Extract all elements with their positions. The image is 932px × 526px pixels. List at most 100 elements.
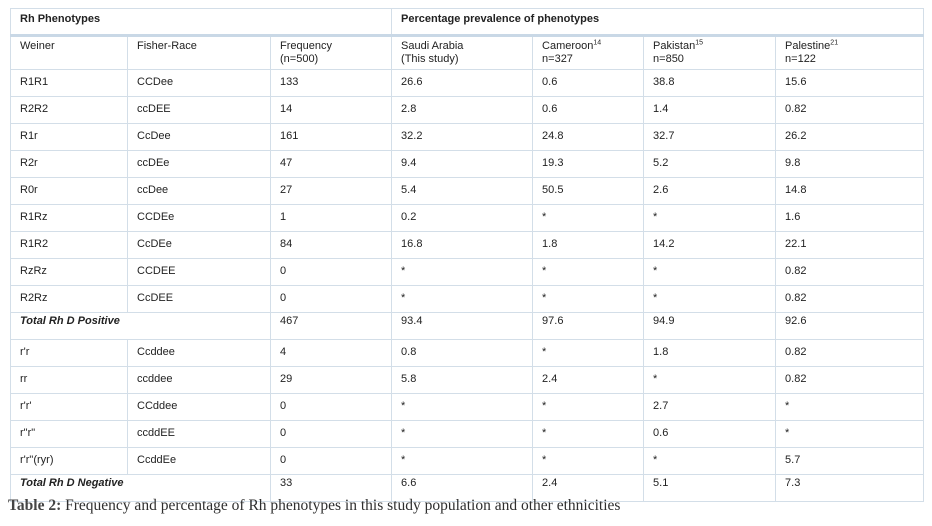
table-row: R1Rz CCDEe 1 0.2 * * 1.6 — [10, 204, 925, 232]
table-cell: 1.8 — [532, 231, 645, 259]
table-cell: * — [532, 285, 645, 313]
group-header-percentage-prevalence: Percentage prevalence of phenotypes — [391, 8, 925, 36]
table-cell: 0.6 — [532, 96, 645, 124]
total-row: Total Rh D Negative 33 6.6 2.4 5.1 7.3 — [10, 474, 925, 502]
table-cell: ccDee — [127, 177, 271, 205]
table-cell: * — [391, 420, 534, 448]
table-cell: 84 — [269, 231, 393, 259]
column-header-sublabel: n=327 — [542, 53, 573, 65]
table-cell: 0.82 — [775, 285, 925, 313]
table-cell: 5.2 — [643, 150, 777, 178]
table-cell: 4 — [269, 339, 393, 367]
table-cell: * — [775, 420, 925, 448]
table-cell: * — [391, 447, 534, 475]
column-header-sublabel: n=122 — [785, 53, 816, 65]
table-row: R2R2 ccDEE 14 2.8 0.6 1.4 0.82 — [10, 96, 925, 124]
column-header-fisher-race: Fisher-Race — [127, 35, 271, 70]
table-cell: 5.7 — [775, 447, 925, 475]
table-cell: 0 — [269, 285, 393, 313]
column-header-sublabel: (n=500) — [280, 53, 319, 65]
table-row: r"r" ccddEE 0 * * 0.6 * — [10, 420, 925, 448]
table-cell: R1R2 — [10, 231, 128, 259]
table-cell: CcddEe — [127, 447, 271, 475]
table-cell: 2.4 — [532, 474, 645, 502]
total-label: Total Rh D Positive — [10, 312, 271, 340]
table-cell: r'r' — [10, 393, 128, 421]
table-row: R2Rz CcDEE 0 * * * 0.82 — [10, 285, 925, 313]
table-cell: 0 — [269, 393, 393, 421]
table-cell: 0.8 — [391, 339, 534, 367]
table-cell: 467 — [269, 312, 393, 340]
table-cell: 97.6 — [532, 312, 645, 340]
table-cell: rr — [10, 366, 128, 394]
column-header-sublabel: n=850 — [653, 53, 684, 65]
table-cell: 9.4 — [391, 150, 534, 178]
table-cell: R2Rz — [10, 285, 128, 313]
column-header-cameroon: Cameroon14 n=327 — [532, 35, 645, 70]
table-cell: 93.4 — [391, 312, 534, 340]
column-header-label: Saudi Arabia — [401, 40, 464, 52]
table-cell: 32.7 — [643, 123, 777, 151]
table-cell: 2.7 — [643, 393, 777, 421]
table-cell: ccddEE — [127, 420, 271, 448]
table-cell: 14 — [269, 96, 393, 124]
table-cell: 0 — [269, 420, 393, 448]
table-cell: 26.2 — [775, 123, 925, 151]
column-header-saudi-arabia: Saudi Arabia (This study) — [391, 35, 534, 70]
table-cell: 0.82 — [775, 96, 925, 124]
total-row: Total Rh D Positive 467 93.4 97.6 94.9 92.6 — [10, 312, 925, 340]
table-cell: 0.6 — [643, 420, 777, 448]
table-cell: CCDEE — [127, 258, 271, 286]
table-cell: R1r — [10, 123, 128, 151]
table-cell: 0 — [269, 258, 393, 286]
table-cell: 50.5 — [532, 177, 645, 205]
table-cell: 92.6 — [775, 312, 925, 340]
table-cell: 5.4 — [391, 177, 534, 205]
table-cell: 32.2 — [391, 123, 534, 151]
table-cell: * — [643, 285, 777, 313]
column-header-pakistan: Pakistan15 n=850 — [643, 35, 777, 70]
table-cell: CcDEE — [127, 285, 271, 313]
table-row: R1R2 CcDEe 84 16.8 1.8 14.2 22.1 — [10, 231, 925, 259]
column-header-weiner: Weiner — [10, 35, 128, 70]
table-cell: 38.8 — [643, 69, 777, 97]
table-cell: 19.3 — [532, 150, 645, 178]
total-label: Total Rh D Negative — [10, 474, 271, 502]
table-cell: * — [391, 258, 534, 286]
table-cell: r"r" — [10, 420, 128, 448]
table-cell: ccDEe — [127, 150, 271, 178]
table-cell: 1 — [269, 204, 393, 232]
column-header-label: Weiner — [20, 40, 55, 52]
table-cell: R2r — [10, 150, 128, 178]
table-cell: 133 — [269, 69, 393, 97]
table-cell: * — [532, 204, 645, 232]
table-cell: 14.8 — [775, 177, 925, 205]
reference-superscript: 15 — [695, 39, 704, 47]
reference-superscript: 21 — [830, 39, 839, 47]
column-header-label: Palestine — [785, 40, 831, 52]
table-cell: 0.82 — [775, 339, 925, 367]
column-header-label: Pakistan — [653, 40, 696, 52]
table-row: r'r"(ryr) CcddEe 0 * * * 5.7 — [10, 447, 925, 475]
table-cell: 2.4 — [532, 366, 645, 394]
table-cell: 1.8 — [643, 339, 777, 367]
column-header-label: Cameroon — [542, 40, 594, 52]
table-cell: 9.8 — [775, 150, 925, 178]
table-caption: Table 2: Frequency and percentage of Rh … — [8, 497, 620, 515]
table-cell: 161 — [269, 123, 393, 151]
table-cell: 14.2 — [643, 231, 777, 259]
table-body: Rh Phenotypes Percentage prevalence of p… — [9, 8, 925, 502]
table-cell: RzRz — [10, 258, 128, 286]
table-cell: * — [532, 447, 645, 475]
table-cell: R1Rz — [10, 204, 128, 232]
table-row: R1R1 CCDee 133 26.6 0.6 38.8 15.6 — [10, 69, 925, 97]
group-header-rh-phenotypes: Rh Phenotypes — [9, 8, 393, 36]
table-cell: 1.4 — [643, 96, 777, 124]
table-cell: * — [391, 393, 534, 421]
table-cell: * — [643, 366, 777, 394]
table-row: R1r CcDee 161 32.2 24.8 32.7 26.2 — [10, 123, 925, 151]
table-cell: 5.8 — [391, 366, 534, 394]
table-cell: 0.82 — [775, 366, 925, 394]
caption-label: Table 2: — [8, 497, 62, 514]
table-cell: 22.1 — [775, 231, 925, 259]
